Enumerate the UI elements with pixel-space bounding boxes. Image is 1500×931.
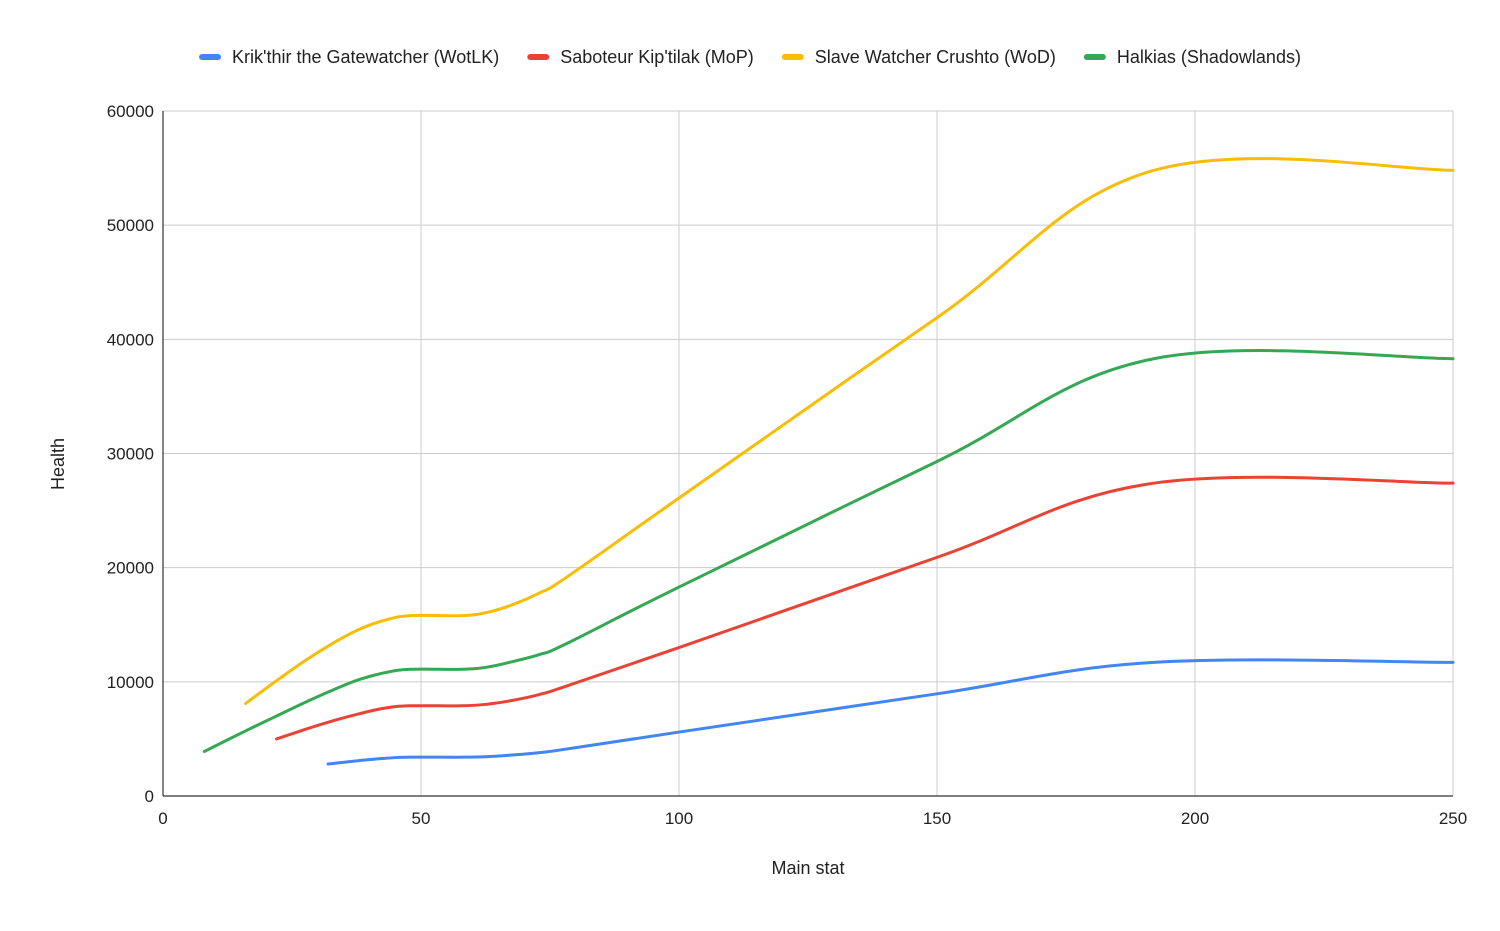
legend-label: Krik'thir the Gatewatcher (WotLK) (232, 47, 499, 67)
y-tick-label: 20000 (107, 559, 154, 578)
series-lines (202, 157, 1455, 766)
legend-label: Saboteur Kip'tilak (MoP) (560, 47, 754, 67)
legend-swatch (1083, 54, 1106, 60)
y-tick-label: 10000 (107, 673, 154, 692)
x-tick-label: 50 (412, 809, 431, 828)
series-line-3 (244, 157, 1455, 706)
y-tick-label: 40000 (107, 330, 154, 349)
legend-swatch (199, 54, 222, 60)
axes (162, 111, 1453, 797)
x-tick-label: 150 (923, 809, 951, 828)
x-tick-label: 200 (1181, 809, 1209, 828)
x-tick-label: 0 (158, 809, 167, 828)
gridlines (163, 110, 1454, 796)
legend-swatch (781, 54, 804, 60)
y-axis-title: Health (48, 438, 68, 490)
series-line-2 (275, 475, 1455, 741)
y-tick-label: 60000 (107, 102, 154, 121)
legend-label: Slave Watcher Crushto (WoD) (815, 47, 1056, 67)
x-tick-labels: 0 50 100 150 200 250 (158, 809, 1467, 828)
x-tick-label: 100 (665, 809, 693, 828)
legend: Krik'thir the Gatewatcher (WotLK) Saboteu… (199, 47, 1301, 67)
series-line-4 (202, 349, 1455, 753)
x-axis-title: Main stat (771, 858, 844, 878)
legend-label: Halkias (Shadowlands) (1117, 47, 1301, 67)
y-tick-label: 30000 (107, 445, 154, 464)
y-tick-label: 50000 (107, 216, 154, 235)
series-line-1 (326, 658, 1455, 766)
legend-swatch (527, 54, 550, 60)
x-tick-label: 250 (1439, 809, 1467, 828)
y-tick-labels: 0 10000 20000 30000 40000 50000 60000 (107, 102, 154, 806)
y-tick-label: 0 (145, 787, 154, 806)
